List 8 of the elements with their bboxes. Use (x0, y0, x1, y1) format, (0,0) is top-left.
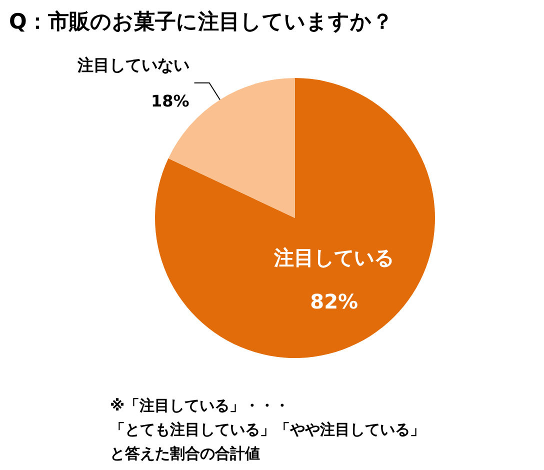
text: 「とても注目している」「やや注目している」 (110, 420, 425, 438)
slice-label: 注目している (273, 246, 394, 270)
chart-title: Q：市販のお菓子に注目していますか？ (9, 10, 393, 34)
data-label: 82% (310, 290, 358, 314)
data-label: 18% (150, 91, 190, 110)
slice-label: 注目していない (76, 55, 190, 74)
text: と答えた割合の合計値 (110, 444, 260, 462)
text: ※「注目している」・・・ (110, 396, 290, 414)
